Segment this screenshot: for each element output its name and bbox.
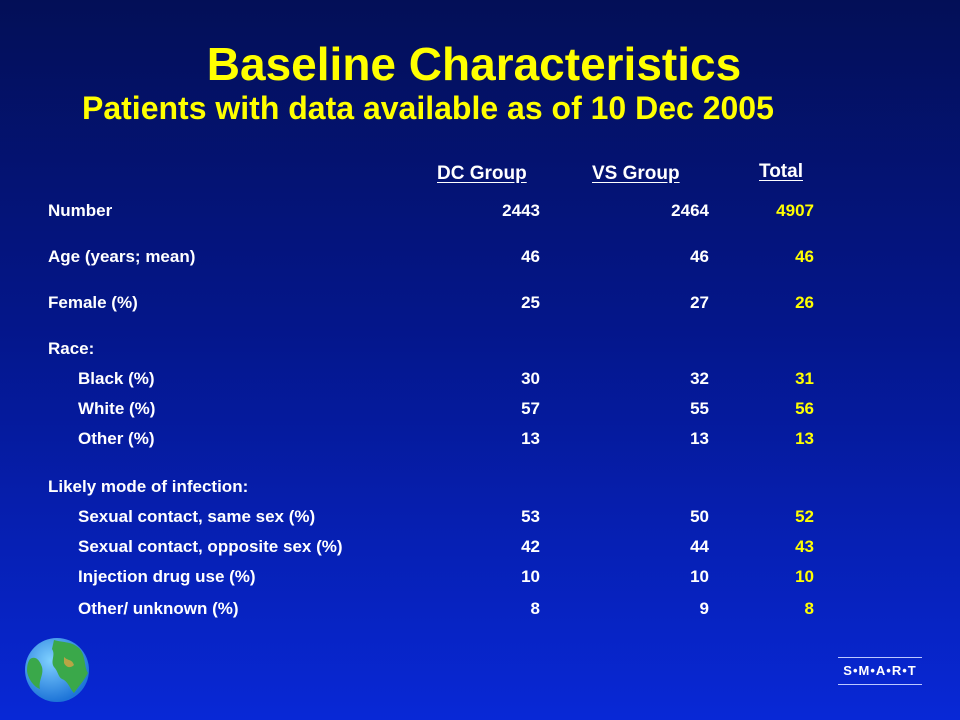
- total-value: 8: [804, 599, 814, 618]
- dc-group-value: 30: [521, 369, 540, 388]
- total-value: 46: [795, 247, 814, 266]
- vs-group-value: 46: [690, 247, 709, 266]
- row-label: Age (years; mean): [48, 247, 196, 266]
- total-value: 4907: [776, 201, 814, 220]
- dc-group-value: 42: [521, 537, 540, 556]
- vs-group-value: 55: [690, 399, 709, 418]
- dc-group-value: 46: [521, 247, 540, 266]
- row-label: Female (%): [48, 293, 138, 312]
- vs-group-value: 44: [690, 537, 709, 556]
- total-value: 10: [795, 567, 814, 586]
- total-value: 52: [795, 507, 814, 526]
- row-label: Black (%): [78, 369, 155, 388]
- dc-group-value: 10: [521, 567, 540, 586]
- row-label: White (%): [78, 399, 156, 418]
- globe-icon: [25, 638, 89, 702]
- total-value: 31: [795, 369, 814, 388]
- dc-group-value: 57: [521, 399, 540, 418]
- row-label: Other (%): [78, 429, 155, 448]
- logo-rule-top: [838, 657, 922, 658]
- column-header-dc-group: DC Group: [437, 163, 527, 184]
- total-value: 56: [795, 399, 814, 418]
- dc-group-value: 13: [521, 429, 540, 448]
- vs-group-value: 10: [690, 567, 709, 586]
- vs-group-value: 2464: [671, 201, 709, 220]
- slide-title: Baseline Characteristics: [206, 38, 742, 90]
- row-label: Race:: [48, 339, 95, 358]
- dc-group-value: 8: [530, 599, 540, 618]
- row-label: Other/ unknown (%): [78, 599, 239, 618]
- total-value: 43: [795, 537, 814, 556]
- row-label: Sexual contact, same sex (%): [78, 507, 316, 526]
- total-value: 13: [795, 429, 814, 448]
- logo-rule-bottom: [838, 684, 922, 685]
- dc-group-value: 25: [521, 293, 540, 312]
- dc-group-value: 2443: [502, 201, 540, 220]
- vs-group-value: 50: [690, 507, 709, 526]
- vs-group-value: 9: [699, 599, 709, 618]
- row-label: Number: [48, 201, 113, 220]
- row-label: Injection drug use (%): [78, 567, 256, 586]
- vs-group-value: 13: [690, 429, 709, 448]
- vs-group-value: 27: [690, 293, 709, 312]
- column-header-vs-group: VS Group: [592, 163, 680, 184]
- total-value: 26: [795, 293, 814, 312]
- smart-logo: S•M•A•R•T: [838, 656, 922, 686]
- column-header-total: Total: [759, 161, 803, 182]
- logo-text: S•M•A•R•T: [843, 663, 917, 678]
- vs-group-value: 32: [690, 369, 709, 388]
- row-label: Sexual contact, opposite sex (%): [78, 537, 343, 556]
- slide-subtitle: Patients with data available as of 10 De…: [82, 90, 774, 126]
- dc-group-value: 53: [521, 507, 540, 526]
- row-label: Likely mode of infection:: [48, 477, 249, 496]
